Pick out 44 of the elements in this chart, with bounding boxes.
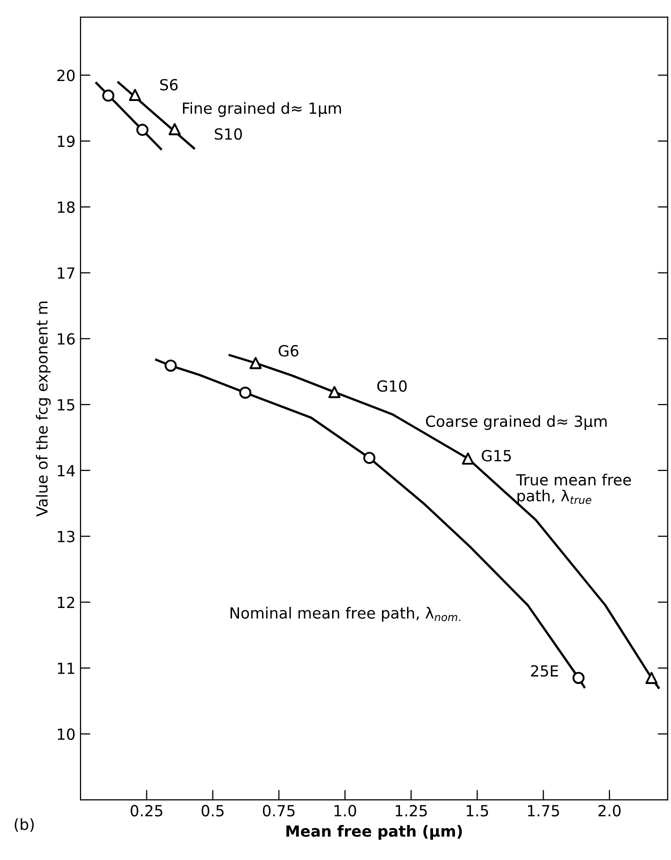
text: (b) xyxy=(14,818,34,832)
y-axis-title: Value of the fcg exponent m xyxy=(36,302,51,517)
annotation: Fine grained d≈ 1μm xyxy=(183,102,341,117)
point xyxy=(572,672,585,684)
annotation: S10 xyxy=(214,128,242,140)
x-axis-title: Mean free path (μm) xyxy=(286,825,462,840)
x-tick-label: 0.25 xyxy=(130,804,162,816)
point xyxy=(136,124,148,136)
point xyxy=(250,356,262,370)
y-tick-label: 18 xyxy=(58,201,75,213)
y-tick-label: 10 xyxy=(58,728,75,740)
point xyxy=(102,90,114,102)
annotation: S6 xyxy=(160,78,178,90)
annotation: True mean free path, λ$_{true}$ xyxy=(516,474,631,504)
x-tick-label: 1.5 xyxy=(466,805,488,816)
y-tick-label: 11 xyxy=(58,662,74,674)
point xyxy=(363,452,376,464)
x-tick-label: 1.0 xyxy=(334,804,356,816)
annotation: Coarse grained d≈ 3μm xyxy=(426,415,607,430)
x-tick-label: 1.75 xyxy=(528,805,560,816)
annotation: 25E xyxy=(531,665,558,677)
y-tick-label: 19 xyxy=(58,136,75,148)
x-tick-label: 1.25 xyxy=(396,804,427,816)
y-tick-label: 12 xyxy=(58,596,74,608)
point xyxy=(164,360,177,372)
y-tick-label: 13 xyxy=(58,530,74,542)
y-tick-label: 17 xyxy=(58,267,74,279)
x-tick-label: 0.75 xyxy=(262,804,295,816)
annotation: G10 xyxy=(377,380,407,392)
y-tick-label: 15 xyxy=(58,399,74,411)
point xyxy=(328,386,340,398)
y-tick-label: 20 xyxy=(57,70,75,82)
y-tick-label: 16 xyxy=(58,333,75,345)
annotation: G6 xyxy=(278,345,298,357)
annotation: Nominal mean free path, λ$_{nom.}$ xyxy=(230,606,460,622)
annotation: G15 xyxy=(482,450,511,462)
point xyxy=(128,88,142,101)
point xyxy=(462,452,474,465)
point xyxy=(239,386,252,399)
x-tick-label: 0.5 xyxy=(202,804,224,816)
point xyxy=(645,672,658,684)
y-tick-label: 14 xyxy=(58,465,75,476)
point xyxy=(168,123,181,136)
x-tick-label: 2.0 xyxy=(598,804,621,816)
